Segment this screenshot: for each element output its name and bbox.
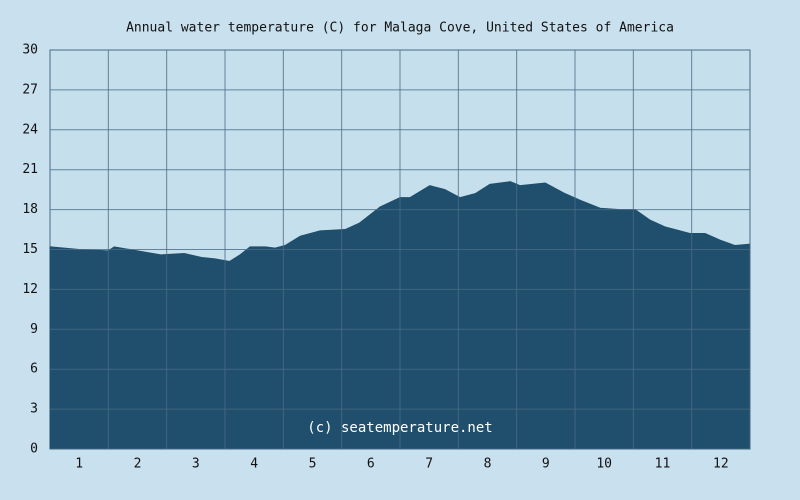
y-tick-label: 21 xyxy=(22,162,38,177)
x-tick-label: 1 xyxy=(75,457,83,472)
x-tick-label: 11 xyxy=(655,457,671,472)
x-tick-label: 9 xyxy=(542,457,550,472)
y-tick-label: 3 xyxy=(30,402,38,417)
x-tick-label: 8 xyxy=(484,457,492,472)
y-tick-label: 0 xyxy=(30,442,38,457)
y-tick-label: 12 xyxy=(22,282,38,297)
x-tick-label: 5 xyxy=(309,457,317,472)
y-tick-label: 15 xyxy=(22,242,38,257)
y-tick-label: 18 xyxy=(22,202,38,217)
y-tick-label: 6 xyxy=(30,362,38,377)
x-tick-label: 10 xyxy=(596,457,612,472)
x-tick-label: 7 xyxy=(425,457,433,472)
x-tick-label: 6 xyxy=(367,457,375,472)
x-tick-label: 12 xyxy=(713,457,729,472)
y-tick-label: 27 xyxy=(22,82,38,97)
x-tick-label: 2 xyxy=(134,457,142,472)
y-tick-label: 30 xyxy=(22,43,38,58)
y-tick-label: 24 xyxy=(22,122,38,137)
y-tick-label: 9 xyxy=(30,322,38,337)
annotation: (c) seatemperature.net xyxy=(307,420,492,436)
x-tick-label: 3 xyxy=(192,457,200,472)
chart-title: Annual water temperature (C) for Malaga … xyxy=(126,21,674,36)
x-tick-label: 4 xyxy=(250,457,258,472)
